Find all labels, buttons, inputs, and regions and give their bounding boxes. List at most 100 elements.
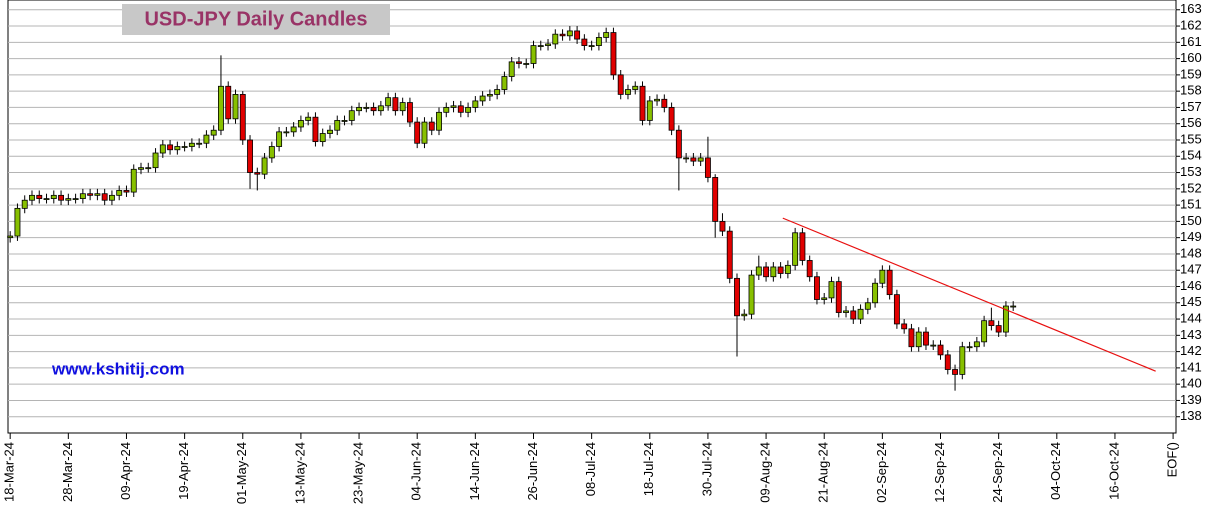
candle-body (334, 120, 341, 131)
candle-body (893, 294, 900, 325)
candle-body (58, 194, 65, 201)
candle-body (1002, 305, 1009, 333)
candle-body (94, 193, 101, 196)
y-tick-label: 150 (1180, 213, 1202, 228)
candle-body (465, 107, 472, 113)
candle-body (545, 43, 551, 46)
candle-body (988, 320, 995, 326)
candle-body (763, 266, 770, 278)
candle-body (966, 346, 973, 349)
candles (7, 26, 1156, 391)
candle-body (523, 63, 530, 65)
y-tick-label: 149 (1180, 229, 1202, 244)
candle-body (116, 190, 123, 196)
y-tick-label: 143 (1180, 327, 1202, 342)
candle-body (108, 194, 115, 201)
y-tick-label: 154 (1180, 148, 1202, 163)
candle-body (755, 266, 762, 276)
candle-body (952, 369, 958, 375)
candle-body (356, 107, 362, 112)
x-tick-label: 12-Sep-24 (932, 442, 947, 503)
x-tick-label: EOF() (1165, 442, 1180, 477)
y-tick-label: 140 (1180, 376, 1202, 391)
y-tick-label: 147 (1180, 262, 1202, 277)
candle-body (7, 235, 14, 239)
trend-line (782, 217, 1156, 372)
x-tick-label: 09-Apr-24 (118, 442, 133, 500)
y-tick-label: 138 (1180, 408, 1202, 423)
y-tick-label: 141 (1180, 359, 1202, 374)
candle-body (959, 346, 966, 375)
y-tick-label: 156 (1180, 115, 1202, 130)
candle-body (152, 152, 159, 169)
candle-body (944, 354, 951, 370)
candle-body (450, 105, 457, 108)
candle-body (683, 157, 690, 160)
candle-body (799, 232, 806, 261)
y-tick-label: 158 (1180, 83, 1202, 98)
candle-body (661, 98, 668, 108)
candle-body (457, 105, 464, 113)
candle-body (828, 281, 835, 299)
candle-body (181, 146, 188, 148)
candle-body (377, 105, 384, 112)
candle-body (734, 277, 740, 317)
candle-body (399, 102, 406, 112)
candle-body (697, 157, 704, 162)
candle-body (777, 266, 784, 274)
candle-body (843, 310, 849, 313)
candle-body (719, 220, 726, 232)
candle-body (21, 199, 28, 209)
candle-body (675, 129, 682, 159)
candle-body (203, 134, 210, 144)
candle-body (835, 281, 842, 313)
y-tick-label: 155 (1180, 131, 1202, 146)
candle-body (792, 232, 799, 266)
candle-body (516, 61, 522, 64)
candle-body (385, 97, 392, 107)
candle-body (87, 193, 94, 196)
x-tick-label: 23-May-24 (350, 442, 365, 504)
candle-body (239, 94, 246, 141)
x-tick-label: 24-Sep-24 (990, 442, 1005, 503)
candle-body (784, 264, 791, 274)
candle-body (595, 37, 602, 46)
candle-body (174, 146, 181, 151)
candle-body (145, 167, 152, 170)
candle-body (225, 85, 232, 120)
candle-body (879, 269, 886, 284)
candle-body (981, 320, 988, 343)
candle-body (436, 111, 442, 131)
candle-body (1010, 305, 1017, 308)
candle-body (232, 94, 239, 120)
candle-body (654, 98, 660, 102)
x-tick-label: 18-Mar-24 (2, 442, 17, 502)
candle-body (850, 310, 857, 320)
candle-body (581, 38, 588, 46)
candle-body (479, 95, 486, 102)
x-tick-label: 01-May-24 (234, 442, 249, 504)
candle-body (494, 89, 501, 95)
candle-body (704, 157, 711, 178)
candle-body (915, 331, 922, 348)
candle-body (625, 89, 631, 95)
candle-body (370, 107, 377, 112)
x-tick-label: 19-Apr-24 (176, 442, 191, 500)
candle-body (908, 328, 915, 348)
candle-body (406, 102, 413, 123)
y-tick-label: 163 (1180, 1, 1202, 16)
y-tick-label: 146 (1180, 278, 1202, 293)
candle-body (79, 193, 86, 199)
candle-body (588, 45, 595, 47)
candle-body (159, 144, 166, 154)
candle-body (486, 94, 493, 97)
candle-body (218, 85, 224, 131)
grid (8, 9, 1176, 418)
title-box (122, 4, 390, 35)
candle-body (196, 142, 203, 145)
x-tick-label: 08-Jul-24 (583, 442, 598, 496)
candle-body (639, 85, 646, 121)
candle-body (72, 198, 79, 200)
candle-body (363, 107, 370, 109)
x-tick-label: 14-Jun-24 (467, 442, 482, 501)
